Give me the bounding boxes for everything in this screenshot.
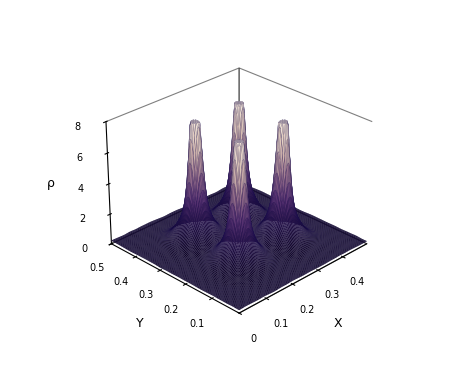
- Y-axis label: Y: Y: [136, 317, 144, 330]
- X-axis label: X: X: [334, 317, 342, 330]
